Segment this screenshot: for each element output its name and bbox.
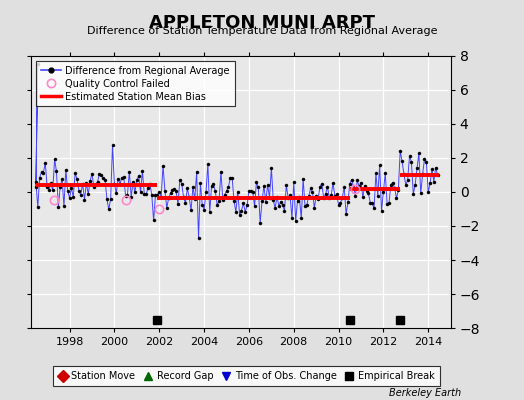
Text: APPLETON MUNI ARPT: APPLETON MUNI ARPT (149, 14, 375, 32)
Legend: Station Move, Record Gap, Time of Obs. Change, Empirical Break: Station Move, Record Gap, Time of Obs. C… (53, 366, 440, 386)
Legend: Difference from Regional Average, Quality Control Failed, Estimated Station Mean: Difference from Regional Average, Qualit… (36, 61, 235, 106)
Text: Berkeley Earth: Berkeley Earth (389, 388, 461, 398)
Text: Difference of Station Temperature Data from Regional Average: Difference of Station Temperature Data f… (87, 26, 437, 36)
